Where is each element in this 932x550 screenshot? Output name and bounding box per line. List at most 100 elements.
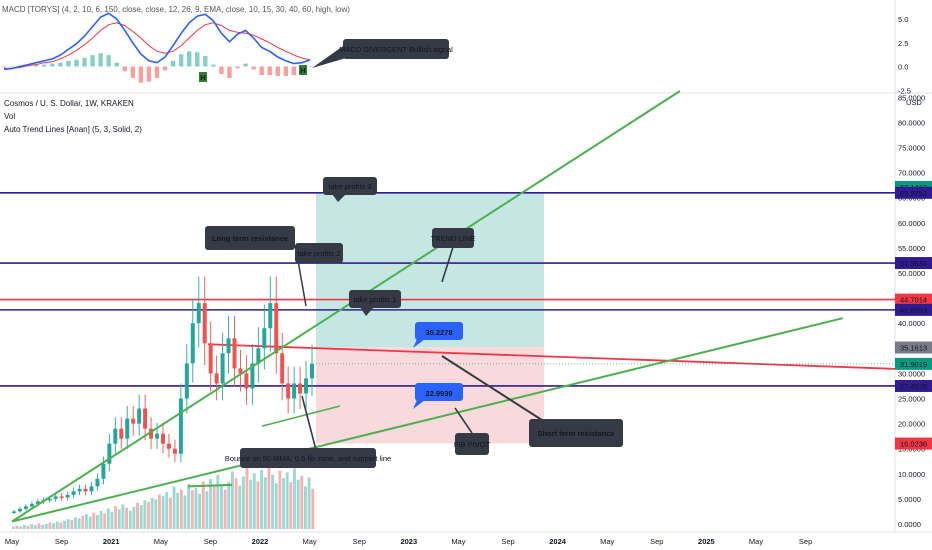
volume-bar — [216, 474, 220, 529]
take-profit-1-box[interactable] — [349, 290, 401, 308]
price-tag-label: 35.1613 — [900, 343, 927, 352]
short-term-resistance-line — [207, 343, 896, 370]
price-tag-box[interactable] — [895, 186, 932, 199]
macd-axis-tick: 0.0 — [898, 63, 908, 72]
support-trend-line — [11, 317, 844, 523]
macd-indicator-title[interactable]: MACD [TORYS] (4, 2, 10, 6, 150, close, c… — [2, 5, 350, 14]
candle-body — [65, 494, 70, 498]
volume-bar — [293, 468, 296, 529]
stop-callout-box[interactable] — [415, 383, 463, 401]
trend-line-label-text: TREND LINE — [431, 234, 476, 243]
time-axis-label: Sep — [55, 537, 68, 546]
volume-bar — [139, 505, 143, 529]
short-term-resistance-box[interactable] — [529, 419, 623, 447]
candle-body — [202, 303, 207, 344]
candle-body — [184, 363, 189, 399]
volume-bar — [231, 471, 234, 529]
candle-body — [178, 398, 183, 454]
stop-callout-pointer — [413, 400, 425, 409]
price-axis-tick: 40.0000 — [898, 319, 925, 328]
take-profit-2-leader — [296, 254, 307, 307]
macd-histogram-bar — [58, 62, 63, 67]
symbol-title[interactable]: Cosmos / U. S. Dollar, 1W, KRAKEN — [4, 99, 134, 108]
price-tag-box[interactable] — [895, 293, 932, 306]
volume-bar — [66, 519, 70, 529]
volume-bar — [198, 493, 201, 529]
macd-histogram-bar — [138, 66, 144, 83]
fib-pivot-box[interactable] — [455, 433, 489, 455]
volume-bar — [256, 481, 260, 529]
volume-bar — [103, 513, 107, 529]
candle-body — [155, 433, 160, 439]
price-tag-box[interactable] — [895, 357, 932, 370]
profit-zone — [316, 192, 544, 348]
volume-bar — [44, 524, 48, 529]
price-axis-tick: 30.0000 — [898, 369, 925, 378]
macd-axis-tick: 5.0 — [898, 15, 908, 24]
candle-body — [161, 433, 165, 444]
candle-body — [172, 448, 177, 454]
price-tag-box[interactable] — [895, 379, 932, 392]
price-tag-box[interactable] — [895, 303, 932, 316]
volume-bar — [121, 504, 125, 529]
candle-body — [12, 511, 16, 513]
volume-indicator-label[interactable]: Vol — [4, 112, 16, 121]
price-axis-tick: 0.0000 — [898, 520, 921, 529]
candle-body — [35, 501, 40, 504]
candle-body — [77, 488, 82, 492]
take-profit-3-text: take profits 3 — [329, 182, 372, 191]
price-axis-tick: 10.0000 — [898, 470, 925, 479]
trend-line-label-box[interactable] — [432, 228, 474, 248]
macd-histogram-bar — [154, 66, 160, 78]
price-tag-box[interactable] — [895, 437, 932, 450]
volume-bar — [220, 483, 223, 529]
price-axis-tick: 60.0000 — [898, 219, 925, 228]
take-profit-2-box[interactable] — [295, 243, 343, 263]
macd-histogram-bar — [82, 57, 87, 67]
price-tag-box[interactable] — [895, 341, 932, 354]
macd-histogram-bar — [9, 66, 15, 67]
take-profit-3-box[interactable] — [323, 177, 377, 195]
candle-body — [83, 488, 88, 492]
volume-bar — [212, 486, 216, 529]
volume-bar — [22, 524, 26, 529]
h-marker-label: H — [300, 66, 305, 75]
price-tag-box[interactable] — [895, 257, 932, 270]
volume-bar — [172, 486, 176, 529]
macd-histogram-bar — [50, 63, 55, 67]
h-marker-label: H — [200, 73, 205, 82]
entry-callout-box[interactable] — [415, 322, 463, 340]
volume-bar — [128, 510, 132, 529]
trendline-indicator-label[interactable]: Auto Trend Lines [Anan] (5, 3, Solid, 2) — [4, 125, 142, 134]
macd-note-box[interactable] — [343, 39, 449, 59]
candle-body — [226, 338, 231, 354]
candle-body — [119, 428, 124, 439]
volume-bar — [278, 470, 282, 529]
fib-pivot-leader — [454, 407, 473, 434]
volume-bar — [26, 525, 30, 529]
volume-bar — [296, 479, 300, 529]
short-term-resistance-leader — [441, 355, 546, 423]
macd-histogram-bar — [275, 66, 280, 76]
candle-body — [143, 408, 148, 429]
volume-bar — [15, 525, 19, 529]
bounce-note-box[interactable] — [240, 448, 376, 468]
candle-body — [280, 353, 285, 384]
long-term-resistance-box[interactable] — [205, 226, 295, 250]
volume-bar — [241, 476, 245, 529]
volume-bar — [125, 507, 128, 529]
volume-bar — [260, 469, 264, 529]
volume-bar — [59, 522, 63, 529]
candle-body — [244, 373, 249, 389]
time-axis-label: 2022 — [252, 537, 269, 546]
candle-body — [53, 496, 58, 499]
time-axis-label: May — [5, 537, 19, 546]
volume-bar — [209, 478, 212, 529]
candle-body — [298, 383, 303, 394]
volume-bar — [238, 485, 242, 529]
take-profit-2-text: take profits 2 — [298, 249, 341, 258]
macd-signal-line — [4, 22, 311, 69]
volume-bar — [85, 514, 88, 529]
